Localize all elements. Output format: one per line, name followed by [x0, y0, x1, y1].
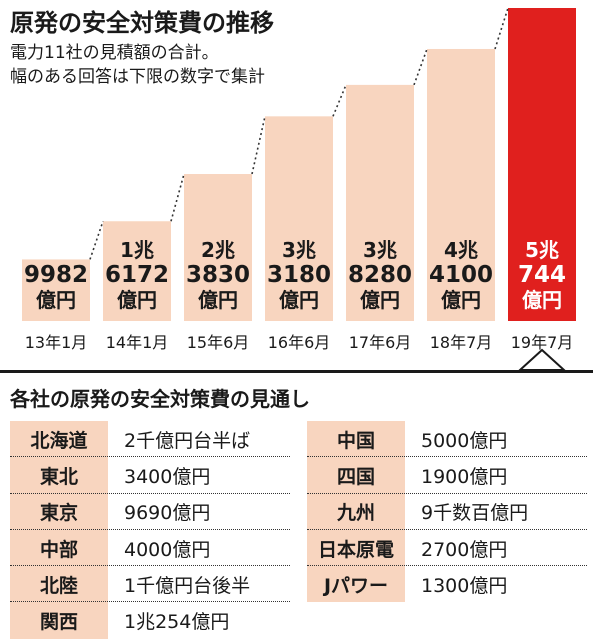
x-tick-label: 18年7月	[430, 333, 493, 352]
trend-connector	[413, 48, 428, 86]
bar-value-label: 6172	[105, 262, 169, 288]
row-separator	[10, 492, 290, 494]
bar-value-label: 744	[518, 262, 566, 288]
bar-value-label: 億円	[360, 288, 400, 312]
bar-value-label: 億円	[441, 288, 481, 312]
table-row: 九州 9千数百億円	[307, 493, 587, 530]
company-table-right: 中国 5000億円 四国 1900億円 九州 9千数百億円 日本原電 2700億円 Jパ…	[307, 421, 587, 603]
table-row: 北陸 1千億円台後半	[10, 566, 290, 603]
row-separator	[307, 565, 587, 567]
row-separator	[10, 601, 290, 603]
x-tick-label: 14年1月	[106, 333, 169, 352]
chart-title: 原発の安全対策費の推移	[10, 9, 274, 37]
x-tick-label: 16年6月	[268, 333, 331, 352]
chart-subtitle-line2: 幅のある回答は下限の数字で集計	[10, 67, 265, 87]
table-row: 中部 4000億円	[10, 529, 290, 567]
company-cost: 4000億円	[124, 538, 211, 561]
row-separator	[307, 528, 587, 530]
bar-value-label: 3180	[267, 262, 331, 288]
company-cost: 9千数百億円	[421, 502, 529, 525]
bar-value-label: 3兆	[363, 238, 397, 262]
trend-connector	[251, 116, 266, 175]
bar-value-label: 2兆	[201, 238, 235, 262]
company-cost: 1兆254億円	[124, 611, 230, 634]
row-separator	[307, 456, 587, 458]
bar-value-label: 億円	[279, 288, 319, 312]
company-cost: 1300億円	[421, 574, 508, 597]
bar-2	[184, 174, 252, 321]
trend-connector	[89, 220, 104, 260]
company-table-left: 北海道 2千億円台半ば 東北 3400億円 東京 9690億円 中部 4000億円 北陸…	[10, 421, 290, 639]
bar-3	[265, 116, 333, 321]
bar-value-label: 8280	[348, 262, 412, 288]
bar-value-label: 億円	[36, 288, 76, 312]
bar-chart: 9982億円13年1月1兆6172億円14年1月2兆3830億円15年6月3兆3…	[22, 7, 576, 371]
x-tick-label: 19年7月	[511, 333, 574, 352]
trend-connector	[494, 7, 509, 50]
company-name: 北陸	[10, 566, 108, 603]
bar-value-label: 3830	[186, 262, 250, 288]
company-cost: 3400億円	[124, 465, 211, 488]
x-tick-label: 13年1月	[25, 333, 88, 352]
company-name: Jパワー	[307, 566, 405, 603]
row-separator	[307, 492, 587, 494]
company-name: 中国	[307, 421, 405, 458]
bar-6	[508, 8, 576, 321]
trend-connector	[332, 84, 347, 117]
bar-value-label: 3兆	[282, 238, 316, 262]
table-row: 北海道 2千億円台半ば	[10, 421, 290, 458]
row-separator	[10, 565, 290, 567]
bar-1	[103, 221, 171, 321]
company-name: 関西	[10, 602, 108, 639]
company-name: 日本原電	[307, 529, 405, 567]
table-row: 東北 3400億円	[10, 457, 290, 494]
row-separator	[10, 456, 290, 458]
highlight-pointer	[517, 348, 567, 371]
company-name: 北海道	[10, 421, 108, 458]
bar-value-label: 1兆	[120, 238, 154, 262]
bar-value-label: 億円	[522, 288, 562, 312]
x-tick-label: 15年6月	[187, 333, 250, 352]
table-row: 日本原電 2700億円	[307, 529, 587, 567]
x-tick-label: 17年6月	[349, 333, 412, 352]
chart-subtitle-line1: 電力11社の見積額の合計。	[10, 43, 219, 63]
bar-value-label: 9982	[24, 262, 88, 288]
bar-value-label: 億円	[117, 288, 157, 312]
bar-0	[22, 259, 90, 321]
company-cost: 1900億円	[421, 465, 508, 488]
bar-value-label: 5兆	[525, 238, 559, 262]
table-row: Jパワー 1300億円	[307, 566, 587, 603]
company-name: 中部	[10, 529, 108, 567]
company-name: 東北	[10, 457, 108, 494]
company-cost: 9690億円	[124, 502, 211, 525]
company-cost: 1千億円台後半	[124, 574, 251, 597]
bar-4	[346, 84, 414, 322]
table-row: 中国 5000億円	[307, 421, 587, 458]
section-divider	[0, 370, 593, 373]
company-cost: 2千億円台半ば	[124, 429, 251, 452]
bar-value-label: 億円	[198, 288, 238, 312]
company-name: 四国	[307, 457, 405, 494]
row-separator	[10, 528, 290, 530]
table-title: 各社の原発の安全対策費の見通し	[10, 387, 310, 411]
table-row: 関西 1兆254億円	[10, 602, 290, 639]
bar-5	[427, 48, 495, 322]
bar-value-label: 4100	[429, 262, 493, 288]
bar-value-label: 4兆	[444, 238, 478, 262]
company-name: 九州	[307, 493, 405, 530]
company-cost: 2700億円	[421, 538, 508, 561]
table-row: 四国 1900億円	[307, 457, 587, 494]
company-cost: 5000億円	[421, 429, 508, 452]
trend-connector	[170, 173, 185, 222]
table-row: 東京 9690億円	[10, 493, 290, 530]
company-name: 東京	[10, 493, 108, 530]
